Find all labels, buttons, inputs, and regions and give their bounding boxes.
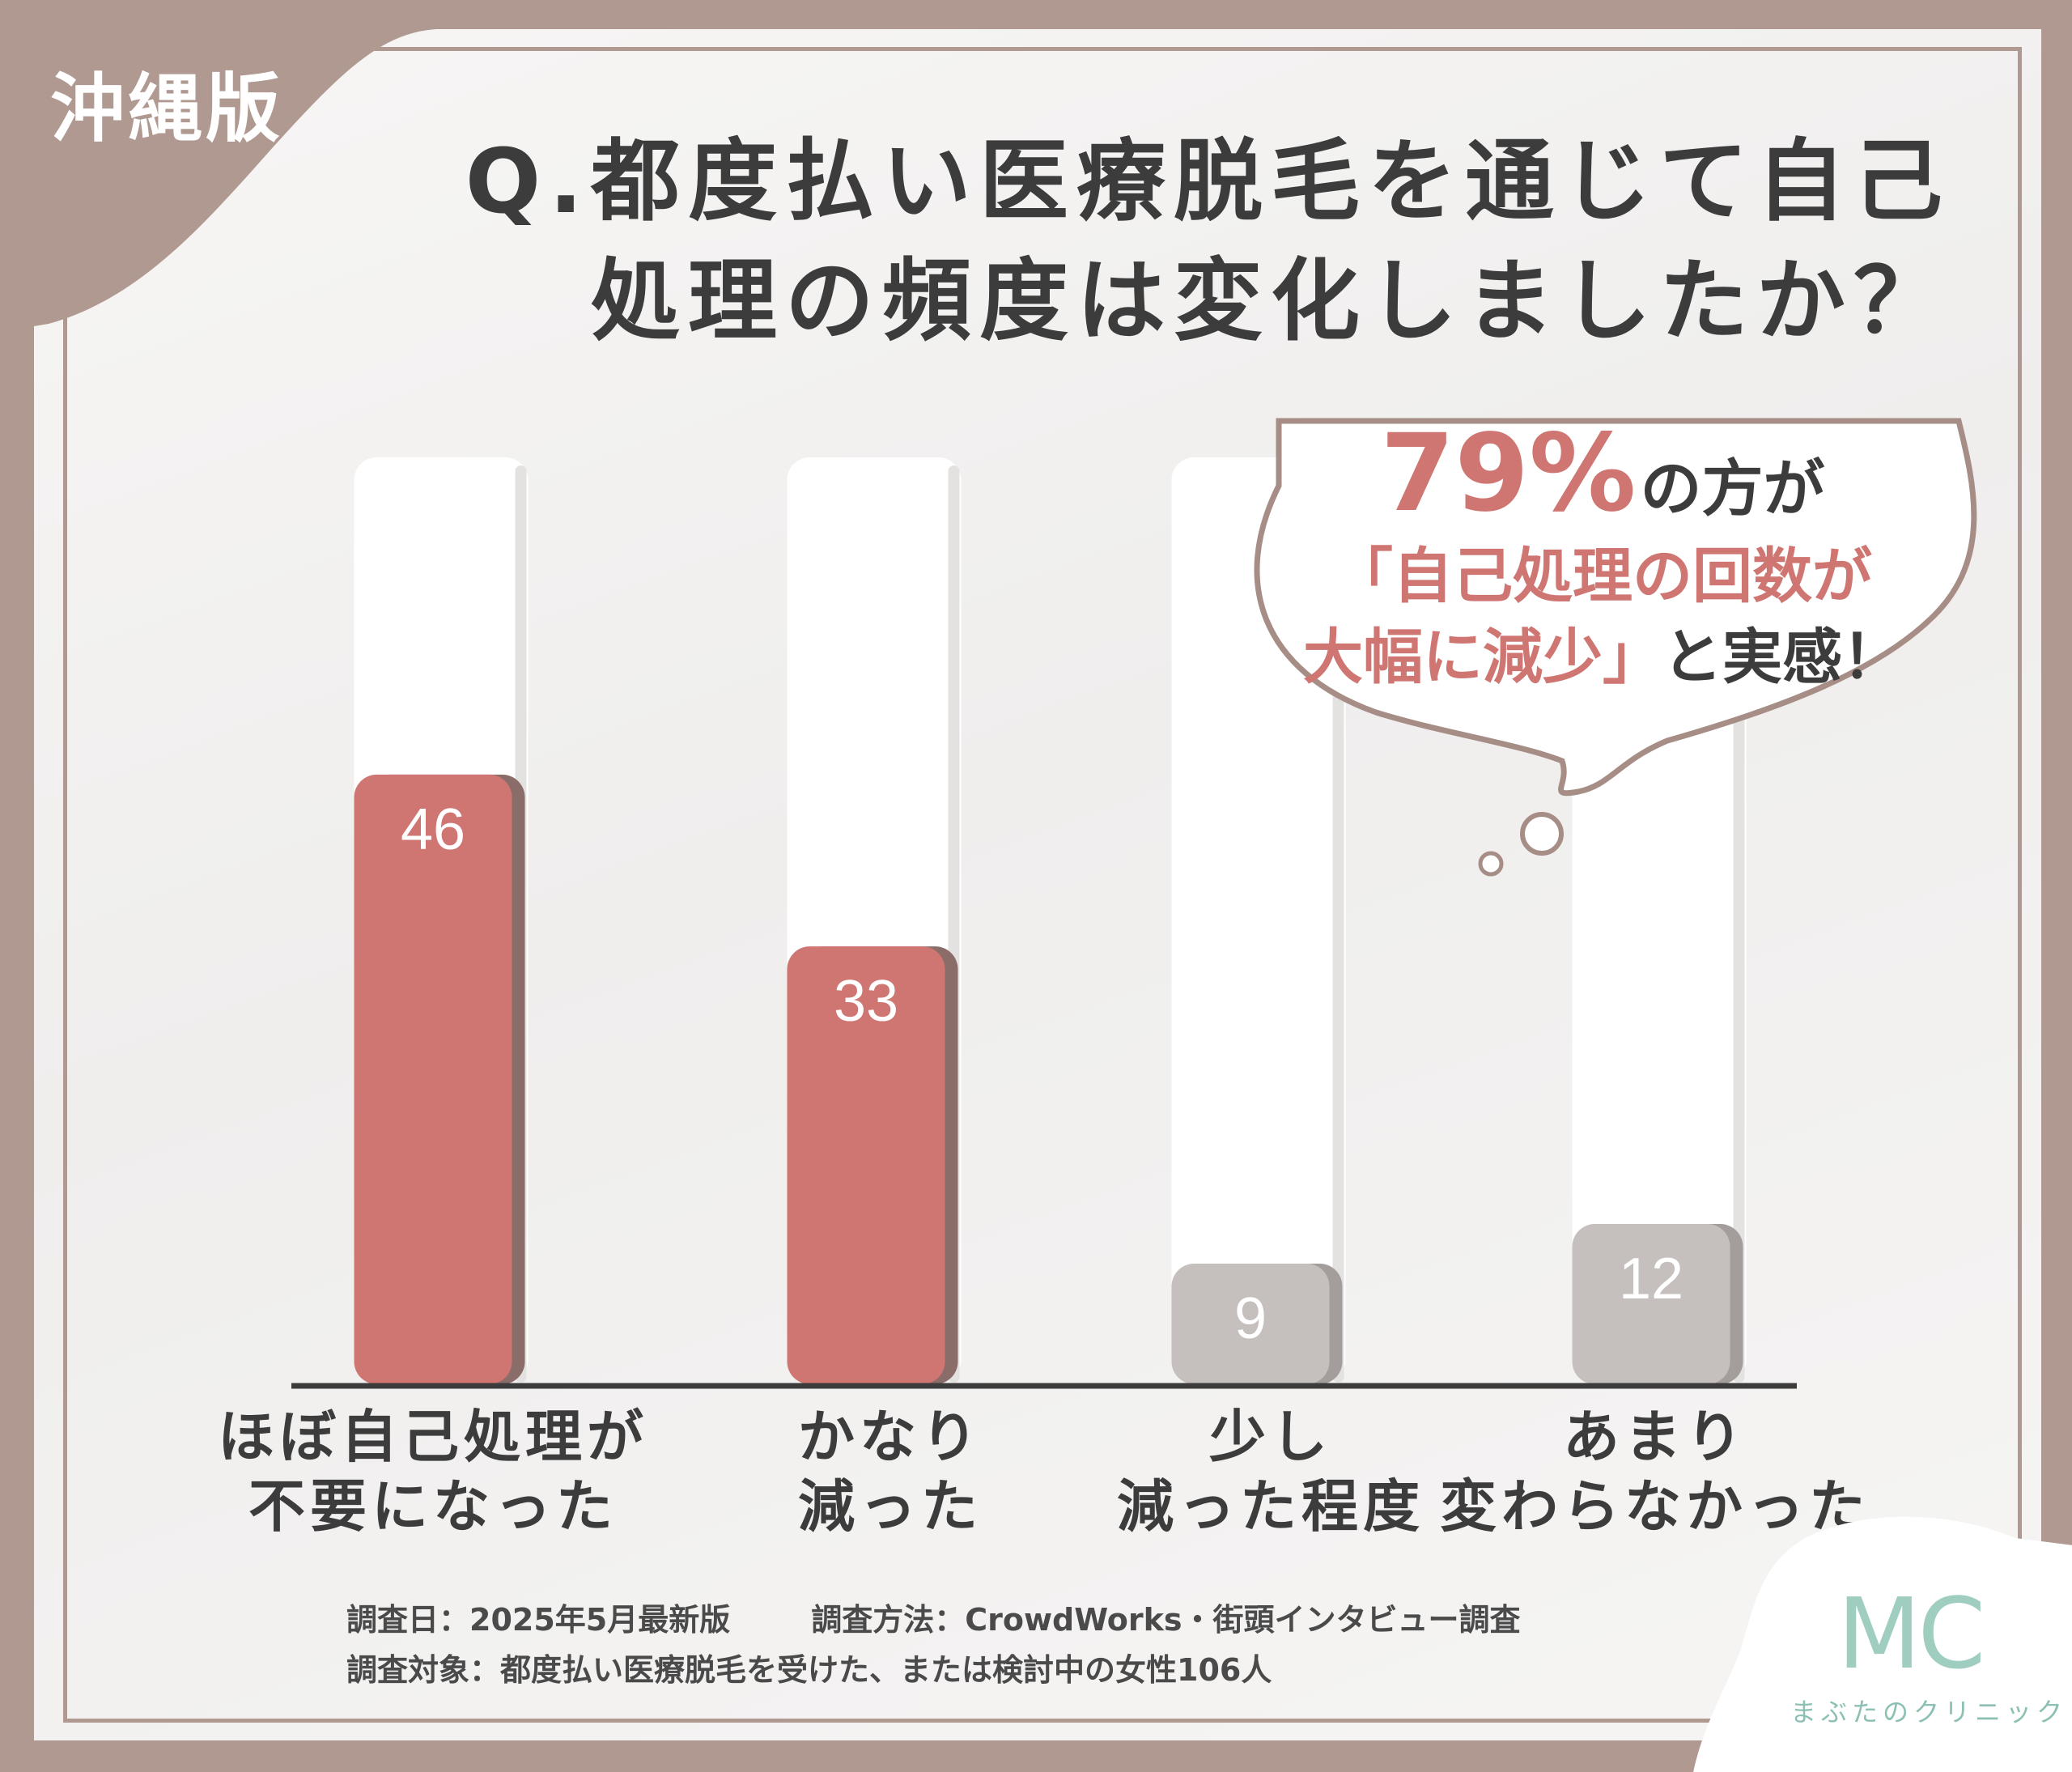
question-line-1: Q.都度払い医療脱毛を通じて自己	[465, 130, 1951, 233]
bar-value-label-2: 33	[834, 969, 898, 1034]
category-label-1-line-1: ほぼ自己処理が	[218, 1404, 648, 1470]
region-tab-shape	[0, 0, 437, 332]
callout: 79% の方が 「自己処理の回数が 大幅に減少」と実感！	[1238, 411, 1967, 698]
callout-percent: 79%	[1380, 411, 1637, 536]
callout-line-1: 79% の方が	[1238, 411, 1967, 536]
category-label-3-line-2: 減った程度	[1117, 1473, 1424, 1540]
logo-name: まぶたのクリニック	[1790, 1697, 2068, 1727]
category-label-4: あまり 変わらなかった	[1429, 1402, 1882, 1541]
callout-percent-suffix: の方が	[1640, 453, 1825, 525]
bar-2	[787, 946, 945, 1384]
category-label-3-line-1: 少し	[1209, 1404, 1332, 1470]
question-line-2: 処理の頻度は変化しましたか？	[591, 249, 1951, 353]
bar-4	[1572, 1224, 1730, 1384]
survey-date: 調査日：2025年5月最新版	[346, 1602, 731, 1638]
category-label-1-line-2: 不要になった	[248, 1473, 618, 1540]
category-label-1: ほぼ自己処理が 不要になった	[206, 1402, 660, 1541]
category-label-4-line-1: あまり	[1563, 1404, 1747, 1470]
logo-mark: MC	[1837, 1579, 1985, 1691]
region-label: 沖縄版	[50, 66, 284, 152]
survey-target: 調査対象：都度払い医療脱毛を受けた、または検討中の女性106人	[346, 1652, 1272, 1688]
category-label-4-line-2: 変わらなかった	[1440, 1473, 1870, 1540]
callout-line-3-accent: 大幅に減少」	[1303, 623, 1662, 692]
callout-line-3-rest: と実感！	[1662, 623, 1902, 692]
logo-background	[1693, 1516, 2072, 1772]
category-label-3: 少し 減った程度	[1044, 1402, 1497, 1541]
callout-line-2: 「自己処理の回数が	[1333, 542, 1872, 611]
category-label-2-line-1: かなり	[798, 1404, 983, 1470]
bar-1	[354, 774, 512, 1384]
bar-track-3	[1171, 457, 1346, 1383]
bar-value-label-1: 46	[401, 797, 465, 862]
bar-value-label-4: 12	[1619, 1247, 1684, 1311]
survey-method: 調査方法：CrowdWorks・街頭インタビュー調査	[811, 1602, 1521, 1638]
question-title: Q.都度払い医療脱毛を通じて自己 処理の頻度は変化しましたか？	[465, 121, 1951, 361]
bars: 46 33 9 12	[354, 774, 1743, 1384]
footnotes: 調査日：2025年5月最新版 調査方法：CrowdWorks・街頭インタビュー調査…	[346, 1595, 1521, 1695]
callout-line-3: 大幅に減少」と実感！	[1238, 617, 1967, 698]
speech-bubble	[1254, 418, 1977, 877]
bar-value-label-3: 9	[1234, 1286, 1267, 1351]
category-label-2: かなり 減った	[664, 1402, 1117, 1541]
inner-frame	[63, 47, 2022, 1723]
category-label-2-line-2: 減った	[798, 1473, 983, 1540]
bar-3	[1171, 1264, 1330, 1384]
footnote-row-1: 調査日：2025年5月最新版 調査方法：CrowdWorks・街頭インタビュー調査	[346, 1595, 1521, 1645]
